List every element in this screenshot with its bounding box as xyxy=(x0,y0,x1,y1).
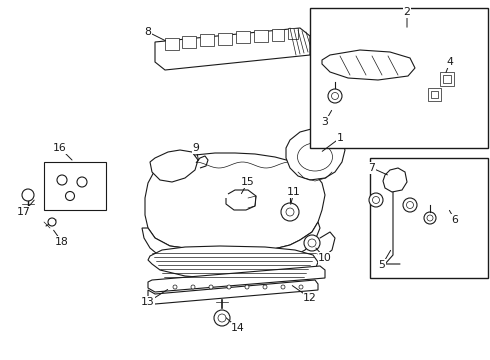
Circle shape xyxy=(372,197,379,203)
Polygon shape xyxy=(148,246,318,279)
Bar xyxy=(431,91,438,98)
Bar xyxy=(182,36,196,48)
Bar xyxy=(370,158,488,278)
Bar xyxy=(272,29,284,41)
Circle shape xyxy=(77,177,87,187)
Circle shape xyxy=(173,285,177,289)
Circle shape xyxy=(66,192,74,201)
Bar xyxy=(440,72,454,86)
Bar xyxy=(44,162,106,210)
Text: 2: 2 xyxy=(404,7,411,17)
Polygon shape xyxy=(286,128,345,180)
Circle shape xyxy=(407,202,414,208)
Polygon shape xyxy=(148,266,325,292)
Polygon shape xyxy=(383,168,407,192)
Bar xyxy=(236,31,250,43)
Circle shape xyxy=(427,215,433,221)
Text: 9: 9 xyxy=(193,143,199,153)
Circle shape xyxy=(281,285,285,289)
Text: 7: 7 xyxy=(368,163,375,173)
Text: 8: 8 xyxy=(145,27,151,37)
Circle shape xyxy=(218,314,226,322)
Text: 11: 11 xyxy=(287,187,301,197)
Bar xyxy=(288,28,298,39)
Circle shape xyxy=(424,212,436,224)
Polygon shape xyxy=(145,153,325,252)
Text: 3: 3 xyxy=(321,117,328,127)
Circle shape xyxy=(403,198,417,212)
Polygon shape xyxy=(142,222,320,266)
Bar xyxy=(310,8,488,148)
Circle shape xyxy=(57,175,67,185)
Bar xyxy=(428,88,441,101)
Circle shape xyxy=(281,203,299,221)
Text: 12: 12 xyxy=(303,293,317,303)
Text: 18: 18 xyxy=(55,237,69,247)
Circle shape xyxy=(332,93,339,99)
Text: 10: 10 xyxy=(318,253,332,263)
Bar xyxy=(443,75,451,83)
Circle shape xyxy=(304,235,320,251)
Text: 1: 1 xyxy=(337,133,343,143)
Bar xyxy=(165,38,179,50)
Text: 4: 4 xyxy=(446,57,453,67)
Bar xyxy=(254,30,268,42)
Circle shape xyxy=(245,285,249,289)
Circle shape xyxy=(227,285,231,289)
Circle shape xyxy=(191,285,195,289)
Bar xyxy=(200,34,214,46)
Circle shape xyxy=(214,310,230,326)
Circle shape xyxy=(286,208,294,216)
Circle shape xyxy=(22,189,34,201)
Text: 15: 15 xyxy=(241,177,255,187)
Circle shape xyxy=(48,218,56,226)
Text: 5: 5 xyxy=(379,260,386,270)
Bar xyxy=(218,33,232,45)
Text: 13: 13 xyxy=(141,297,155,307)
Polygon shape xyxy=(155,28,310,70)
Polygon shape xyxy=(148,280,318,304)
Circle shape xyxy=(308,239,316,247)
Polygon shape xyxy=(150,150,198,182)
Circle shape xyxy=(328,89,342,103)
Polygon shape xyxy=(322,50,415,80)
Text: 16: 16 xyxy=(53,143,67,153)
Text: 17: 17 xyxy=(17,207,31,217)
Circle shape xyxy=(369,193,383,207)
Ellipse shape xyxy=(297,143,333,171)
Text: 14: 14 xyxy=(231,323,245,333)
Text: 6: 6 xyxy=(452,215,459,225)
Circle shape xyxy=(209,285,213,289)
Circle shape xyxy=(299,285,303,289)
Circle shape xyxy=(263,285,267,289)
